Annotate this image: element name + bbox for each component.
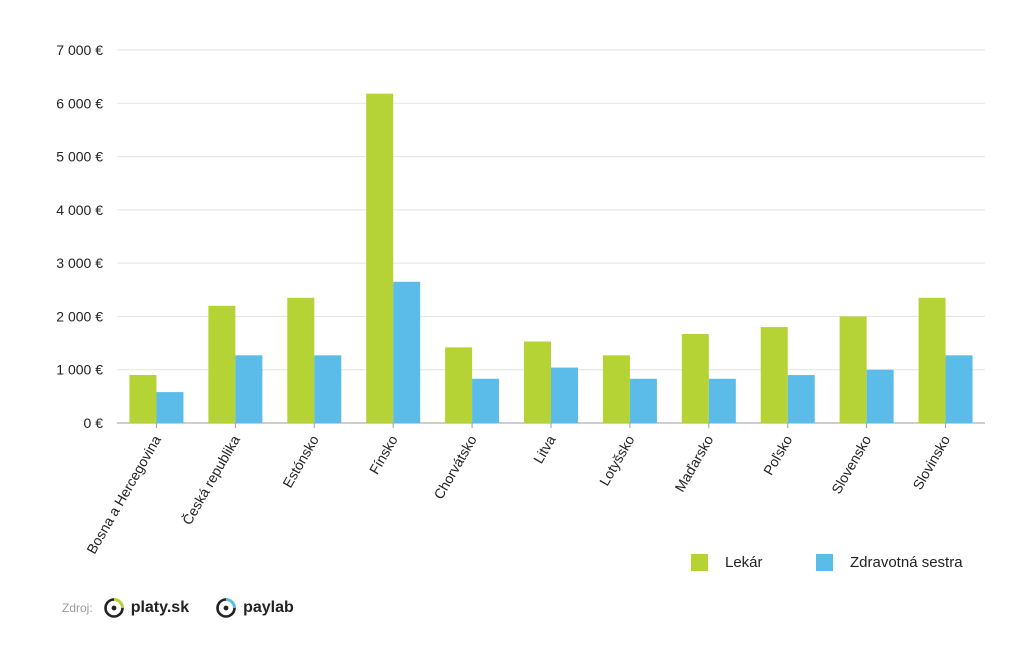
x-tick-label: Poľsko (760, 432, 795, 477)
legend-swatch-lekar (691, 554, 708, 571)
bar-lekar-lotyssko (602, 355, 630, 423)
y-tick-label: 0 € (84, 415, 104, 431)
bar-lekar-slovinsko (918, 297, 946, 423)
bar-zdravotna-sestra-slovinsko (945, 355, 973, 423)
bars (129, 93, 973, 424)
y-tick-label: 2 000 € (56, 308, 103, 324)
brand-name-platy: platy.sk (130, 599, 190, 616)
y-tick-label: 4 000 € (56, 202, 103, 218)
bar-zdravotna-sestra-finsko (393, 281, 421, 423)
y-tick-label: 3 000 € (56, 255, 103, 271)
x-axis-ticks: Bosna a Hercegovina Česká republika Estóns… (83, 423, 953, 556)
y-axis-ticks: 0 € 1 000 € 2 000 € 3 000 € 4 000 € 5 000 € 6 … (56, 42, 103, 431)
bar-zdravotna-sestra-slovensko (866, 369, 894, 423)
bar-lekar-polsko (760, 327, 788, 423)
source-attribution: Zdroj: platy.sk paylab (62, 597, 320, 619)
x-tick-label: Česká republika (179, 432, 243, 527)
x-tick-label: Slovinsko (909, 432, 953, 492)
legend-label-zdravotna-sestra: Zdravotná sestra (850, 554, 963, 571)
y-tick-label: 5 000 € (56, 149, 103, 165)
platy-logo-icon (103, 598, 124, 618)
bar-lekar-finsko (366, 93, 394, 424)
x-tick-label: Estónsko (279, 432, 322, 490)
bar-zdravotna-sestra-chorvatsko (472, 378, 500, 423)
x-tick-label: Chorvátsko (430, 432, 479, 502)
bar-lekar-slovensko (839, 316, 867, 423)
bar-zdravotna-sestra-estonsko (314, 355, 342, 423)
bar-lekar-estonsko (287, 297, 315, 423)
x-tick-label: Maďarsko (671, 432, 716, 494)
bar-lekar-chorvatsko (445, 347, 473, 423)
y-tick-label: 6 000 € (56, 95, 103, 111)
legend-item-lekar: Lekár (691, 554, 763, 571)
bar-zdravotna-sestra-polsko (787, 375, 815, 423)
legend-swatch-zdravotna-sestra (816, 554, 833, 571)
bar-zdravotna-sestra-lotyssko (629, 378, 657, 423)
bar-zdravotna-sestra-bosna-a-hercegovina (156, 392, 184, 423)
bar-lekar-ceska-republika (208, 305, 236, 423)
bar-zdravotna-sestra-ceska-republika (235, 355, 263, 423)
bar-lekar-bosna-a-hercegovina (129, 375, 157, 423)
bar-lekar-litva (524, 341, 551, 423)
bar-lekar-madarsko (681, 334, 709, 423)
x-tick-label: Lotyšsko (596, 432, 638, 488)
bar-zdravotna-sestra-madarsko (708, 378, 736, 423)
x-tick-label: Slovensko (828, 432, 874, 496)
x-tick-label: Fínsko (366, 432, 401, 477)
source-label: Zdroj: (62, 601, 93, 615)
legend-label-lekar: Lekár (725, 554, 763, 571)
brand-paylab[interactable]: paylab (215, 597, 294, 619)
y-tick-label: 1 000 € (56, 362, 103, 378)
x-tick-label: Litva (530, 432, 559, 466)
brand-name-paylab: paylab (243, 599, 294, 616)
bar-zdravotna-sestra-litva (551, 367, 578, 423)
legend-item-zdravotna-sestra: Zdravotná sestra (816, 554, 963, 571)
paylab-logo-icon (216, 598, 236, 618)
x-tick-label: Bosna a Hercegovina (83, 432, 164, 556)
brand-platy[interactable]: platy.sk (103, 597, 189, 619)
y-tick-label: 7 000 € (56, 42, 103, 58)
